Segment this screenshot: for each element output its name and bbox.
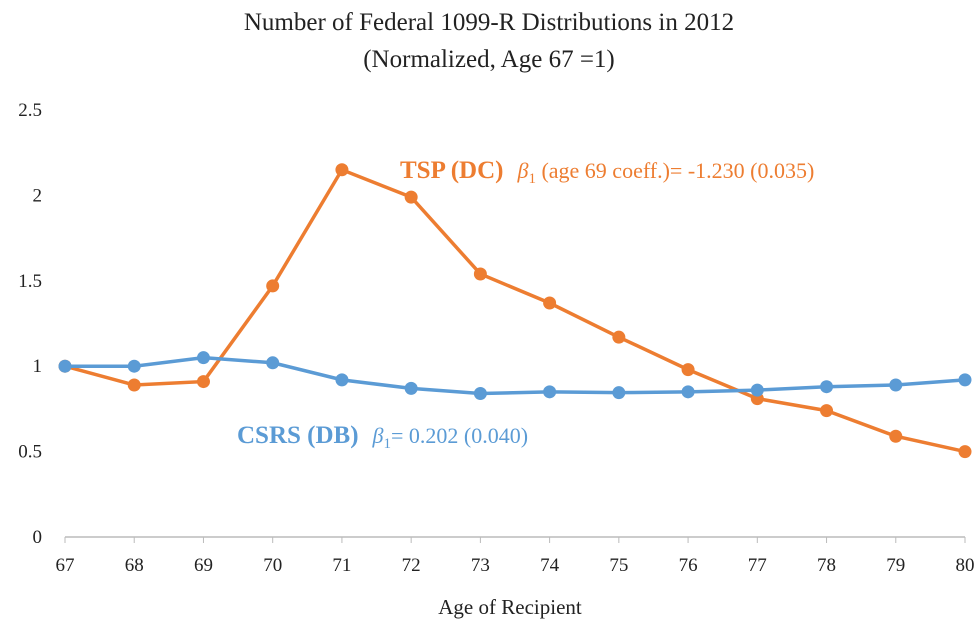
data-point (335, 373, 349, 387)
y-tick-label: 0.5 (18, 442, 42, 463)
data-point (612, 330, 626, 344)
series-annotation: CSRS (DB) β1= 0.202 (0.040) (237, 422, 528, 452)
y-tick-label: 2.5 (18, 100, 42, 121)
chart-title: Number of Federal 1099-R Distributions i… (244, 9, 734, 36)
legend-label: TSP (DC) (400, 157, 503, 184)
data-point (473, 267, 487, 281)
x-tick-label: 74 (540, 555, 560, 576)
data-point (958, 445, 972, 459)
data-point (196, 351, 210, 365)
x-tick-label: 75 (609, 555, 628, 576)
x-tick-label: 71 (332, 555, 351, 576)
x-tick-label: 72 (402, 555, 421, 576)
series-line (65, 355, 966, 396)
data-point (820, 404, 834, 418)
data-point (612, 386, 626, 400)
data-point (889, 429, 903, 443)
data-point (543, 385, 557, 399)
legend-label: CSRS (DB) (237, 422, 359, 449)
x-tick-label: 76 (679, 555, 698, 576)
x-tick-label: 69 (194, 555, 213, 576)
x-tick-label: 70 (263, 555, 282, 576)
x-axis-title: Age of Recipient (438, 595, 582, 619)
data-point (266, 356, 280, 370)
chart-subtitle: (Normalized, Age 67 =1) (363, 46, 615, 73)
y-tick-label: 2 (33, 185, 43, 206)
data-point (127, 359, 141, 373)
x-tick-label: 80 (956, 555, 975, 576)
x-tick-label: 73 (471, 555, 490, 576)
x-tick-label: 77 (748, 555, 767, 576)
data-point (404, 190, 418, 204)
data-point (473, 387, 487, 401)
y-tick-label: 1 (33, 356, 43, 377)
x-tick-label: 67 (56, 555, 75, 576)
data-point (335, 163, 349, 177)
data-point (681, 363, 695, 377)
x-tick-label: 68 (125, 555, 144, 576)
data-point (820, 380, 834, 394)
series-annotation: TSP (DC) β1 (age 69 coeff.)= -1.230 (0.03… (400, 157, 814, 187)
data-point (750, 383, 764, 397)
data-point (543, 296, 557, 310)
data-point (889, 378, 903, 392)
beta-subscript: 1 (384, 436, 392, 452)
beta-symbol: β (372, 423, 384, 448)
data-point (681, 385, 695, 399)
beta-subscript: 1 (528, 171, 536, 187)
data-point (127, 378, 141, 392)
annotation-text: = 0.202 (0.040) (391, 423, 528, 448)
beta-symbol: β (516, 158, 528, 183)
series-line (64, 167, 966, 454)
data-point (266, 279, 280, 293)
x-tick-label: 78 (817, 555, 836, 576)
data-point (58, 359, 72, 373)
annotation-text: (age 69 coeff.)= -1.230 (0.035) (536, 158, 814, 183)
y-tick-label: 1.5 (18, 271, 42, 292)
y-tick-label: 0 (33, 527, 43, 548)
data-point (404, 381, 418, 395)
x-tick-label: 79 (886, 555, 905, 576)
data-point (196, 375, 210, 389)
data-point (958, 373, 972, 387)
